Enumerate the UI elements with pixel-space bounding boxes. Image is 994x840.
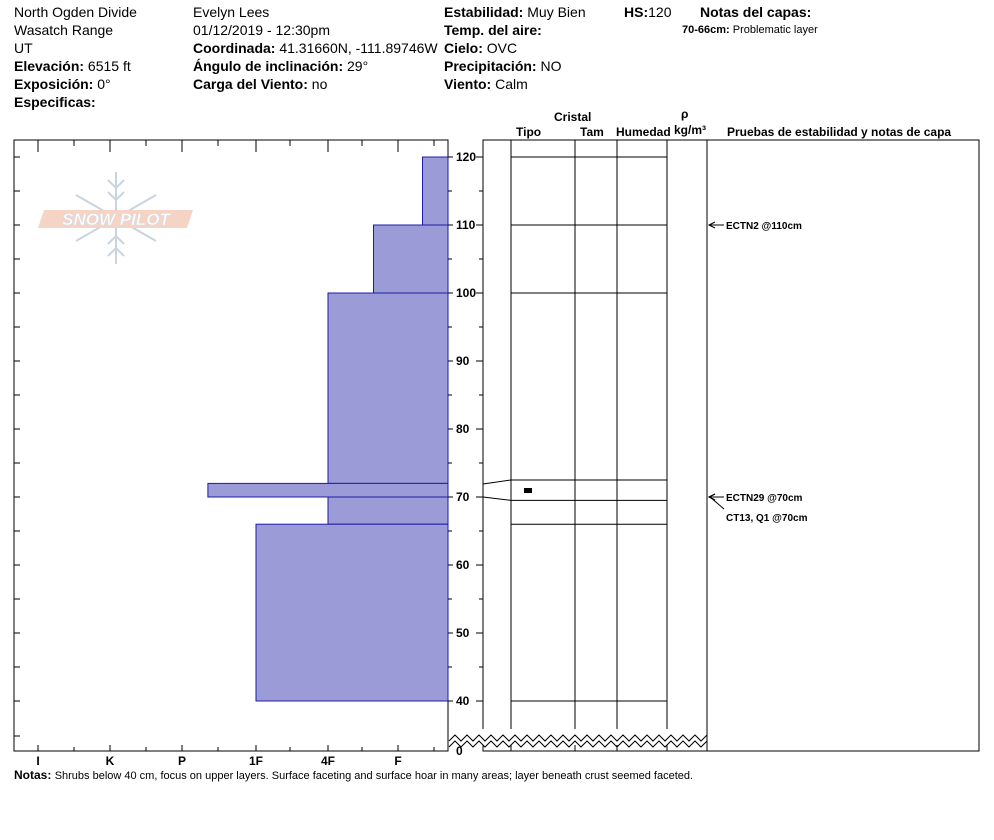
depth-axis: 120 110 100 90 80 70 60 50 40 0 xyxy=(448,150,483,758)
stability-test-label-1: ECTN29 @70cm xyxy=(726,493,803,504)
left-minor-ticks xyxy=(14,156,20,737)
depth-label-80: 80 xyxy=(456,422,470,436)
depth-label-90: 90 xyxy=(456,354,470,368)
slope-value: 29° xyxy=(347,58,369,74)
notes-text: Shrubs below 40 cm, focus on upper layer… xyxy=(54,770,694,782)
test-arrow-head-2 xyxy=(707,493,716,501)
stability-tests-header: Pruebas de estabilidad y notas de capa xyxy=(727,125,952,139)
hs-value: 120 xyxy=(648,4,672,20)
stability-tests: ECTN2 @110cm ECTN29 @70cm CT13, Q1 @70cm xyxy=(707,221,808,524)
wind-value: Calm xyxy=(495,76,528,92)
depth-label-110: 110 xyxy=(456,218,476,232)
hardness-label-P: P xyxy=(178,754,186,768)
location-name: North Ogden Divide xyxy=(14,4,137,20)
notes-row: Notas: Shrubs below 40 cm, focus on uppe… xyxy=(14,767,693,783)
range-name: Wasatch Range xyxy=(14,22,114,38)
hardness-bar-0 xyxy=(422,156,449,226)
layer-connector xyxy=(482,479,512,485)
wind-row: Viento: Calm xyxy=(444,76,528,92)
hardness-bar-5 xyxy=(255,523,449,702)
coordinate-row: Coordinada: 41.31660N, -111.89746W xyxy=(193,40,438,56)
depth-label-70: 70 xyxy=(456,490,470,504)
rho-header: ρ xyxy=(681,107,689,121)
wind-load-label: Carga del Viento: xyxy=(193,76,308,92)
precip-row: Precipitación: NO xyxy=(444,58,561,74)
layer-boundary-lines xyxy=(482,156,667,702)
sky-row: Cielo: OVC xyxy=(444,40,517,56)
hardness-bar-2 xyxy=(327,292,449,484)
state-name: UT xyxy=(14,40,33,56)
hardness-axis: I K P 1F 4F F xyxy=(36,140,435,768)
wind-load-value: no xyxy=(311,76,328,92)
crust-symbol-icon xyxy=(524,488,532,493)
precip-value: NO xyxy=(540,58,562,74)
size-header: Tam xyxy=(580,125,604,139)
stability-label: Estabilidad: xyxy=(444,4,524,20)
layer-connector xyxy=(482,496,512,501)
stability-test-label-0: ECTN2 @110cm xyxy=(726,221,802,232)
elevation-label: Elevación: xyxy=(14,58,85,74)
specifics-label: Especificas: xyxy=(14,94,96,110)
test-arrow-head-0 xyxy=(707,221,716,229)
air-temp-row: Temp. del aire: xyxy=(444,22,542,38)
specifics-row: Especificas: xyxy=(14,94,96,110)
elevation-row: Elevación: 6515 ft xyxy=(14,58,131,74)
elevation-value: 6515 ft xyxy=(87,58,131,74)
sky-value: OVC xyxy=(486,40,518,56)
hardness-bar-1 xyxy=(373,224,449,294)
exposure-value: 0° xyxy=(97,76,111,92)
crystal-header: Cristal xyxy=(554,110,592,124)
hardness-label-K: K xyxy=(106,754,115,768)
axis-break-zigzag xyxy=(448,734,708,742)
hardness-label-4F: 4F xyxy=(321,754,335,768)
layer-note-row: 70-66cm: Problematic layer xyxy=(682,24,818,37)
depth-label-60: 60 xyxy=(456,558,470,572)
crystal-table xyxy=(448,139,708,752)
exposure-row: Exposición: 0° xyxy=(14,76,111,92)
snowpilot-logo: SNOW PILOT xyxy=(38,172,193,264)
coordinate-value: 41.31660N, -111.89746W xyxy=(279,40,438,56)
exposure-label: Exposición: xyxy=(14,76,94,92)
type-header: Tipo xyxy=(516,125,542,139)
hardness-bars xyxy=(207,156,449,702)
sky-label: Cielo: xyxy=(444,40,483,56)
coordinate-label: Coordinada: xyxy=(193,40,276,56)
hardness-label-1F: 1F xyxy=(249,754,263,768)
depth-label-40: 40 xyxy=(456,694,470,708)
stability-tests-frame xyxy=(706,139,980,752)
observation-datetime: 01/12/2019 - 12:30pm xyxy=(193,22,330,38)
depth-label-0: 0 xyxy=(456,744,463,758)
slope-row: Ángulo de inclinación: 29° xyxy=(193,58,368,74)
hs-row: HS:120 xyxy=(624,4,671,20)
slope-label: Ángulo de inclinación: xyxy=(193,58,344,74)
air-temp-label: Temp. del aire: xyxy=(444,22,542,38)
layer-note-text: Problematic layer xyxy=(732,24,818,36)
stability-row: Estabilidad: Muy Bien xyxy=(444,4,586,20)
notes-label: Notas: xyxy=(14,768,52,782)
stability-test-label-2: CT13, Q1 @70cm xyxy=(726,513,808,524)
hardness-label-F: F xyxy=(394,754,401,768)
layer-notes-label: Notas del capas: xyxy=(700,4,812,20)
wind-load-row: Carga del Viento: no xyxy=(193,76,327,92)
depth-label-50: 50 xyxy=(456,626,470,640)
precip-label: Precipitación: xyxy=(444,58,537,74)
hardness-bar-3 xyxy=(207,482,449,498)
hardness-bar-4 xyxy=(327,496,449,525)
wind-label: Viento: xyxy=(444,76,492,92)
moisture-header: Humedad xyxy=(616,125,671,139)
depth-label-100: 100 xyxy=(456,286,476,300)
depth-label-120: 120 xyxy=(456,150,476,164)
layer-note-range: 70-66cm: xyxy=(682,24,730,36)
observer-name: Evelyn Lees xyxy=(193,4,270,20)
density-unit-header: kg/m³ xyxy=(674,123,707,137)
logo-text: SNOW PILOT xyxy=(62,210,171,229)
stability-value: Muy Bien xyxy=(527,4,586,20)
hs-label: HS: xyxy=(624,4,649,20)
hardness-label-I: I xyxy=(36,754,39,768)
